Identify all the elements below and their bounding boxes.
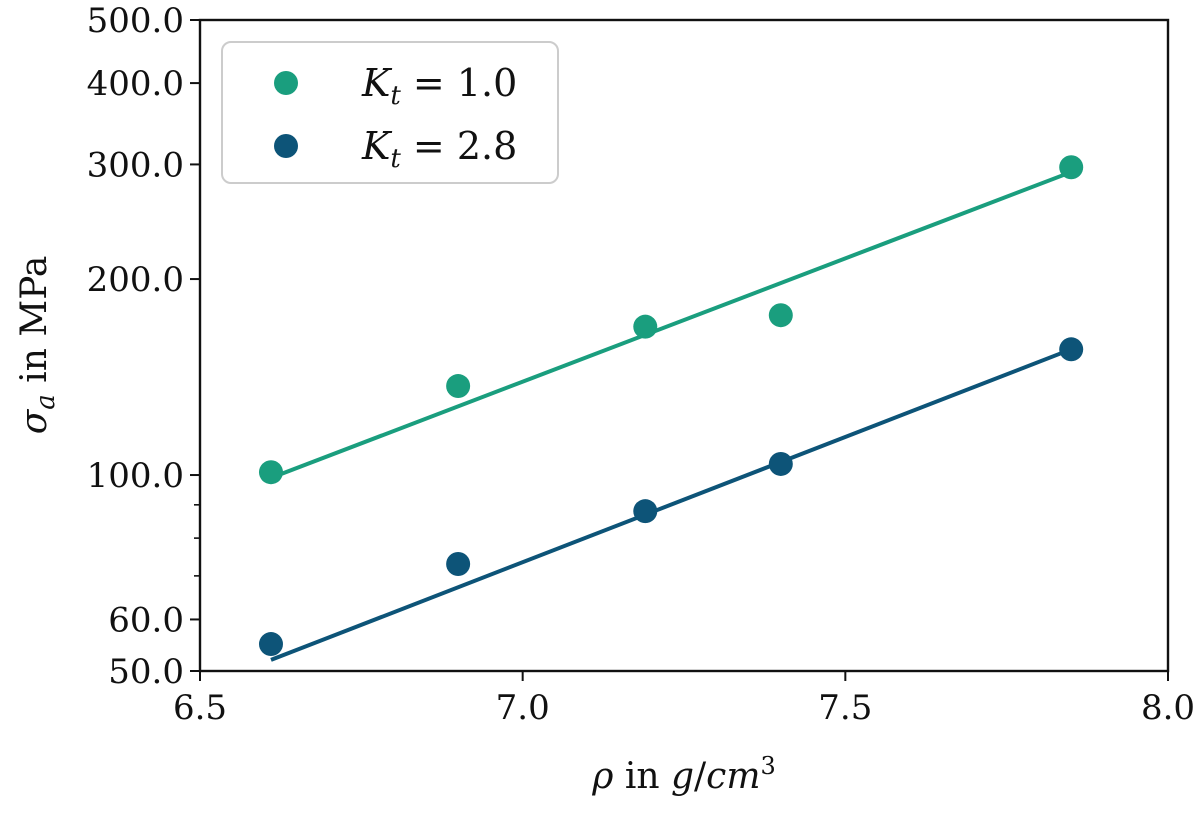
data-point-series-1 xyxy=(768,303,793,328)
y-tick-label: 300.0 xyxy=(87,145,184,185)
y-axis-label: σa in MPa xyxy=(14,256,61,435)
x-tick-label: 7.0 xyxy=(496,688,550,728)
data-point-series-2 xyxy=(1059,337,1084,362)
y-tick-label: 200.0 xyxy=(87,260,184,300)
data-points xyxy=(258,155,1084,657)
fit-line-series-1 xyxy=(270,170,1072,480)
data-point-series-2 xyxy=(633,499,658,524)
data-point-series-2 xyxy=(258,632,283,657)
x-axis-label: ρ in g/cm3 xyxy=(591,752,776,797)
data-point-series-1 xyxy=(446,374,471,399)
y-tick-label: 60.0 xyxy=(108,600,184,640)
legend-marker xyxy=(274,71,298,95)
legend-marker xyxy=(274,134,298,158)
legend-label: Kt = 1.0 xyxy=(361,61,517,111)
plot-frame xyxy=(198,18,1170,673)
x-tick-label: 8.0 xyxy=(1141,688,1195,728)
data-point-series-1 xyxy=(1059,155,1084,180)
legend-box xyxy=(221,41,559,184)
x-axis-ticks: 6.5 7.0 7.5 8.0 xyxy=(173,671,1195,728)
y-tick-label: 50.0 xyxy=(108,652,184,692)
data-point-series-2 xyxy=(768,451,793,476)
y-tick-label: 400.0 xyxy=(87,64,184,104)
legend-label: Kt = 2.8 xyxy=(361,124,517,174)
data-point-series-1 xyxy=(633,314,658,339)
x-tick-label: 7.5 xyxy=(818,688,872,728)
data-point-series-1 xyxy=(258,460,283,485)
y-tick-label: 500.0 xyxy=(87,1,184,41)
legend: Kt = 1.0 Kt = 2.8 xyxy=(221,41,559,184)
y-tick-label: 100.0 xyxy=(87,456,184,496)
fit-lines xyxy=(270,170,1072,662)
y-axis-ticks: 50.0 60.0 100.0 200.0 300.0 400.0 500.0 xyxy=(87,1,200,692)
x-tick-label: 6.5 xyxy=(173,688,227,728)
legend-items: Kt = 1.0 Kt = 2.8 xyxy=(274,61,517,174)
fit-line-series-2 xyxy=(270,347,1072,662)
data-point-series-2 xyxy=(446,552,471,577)
